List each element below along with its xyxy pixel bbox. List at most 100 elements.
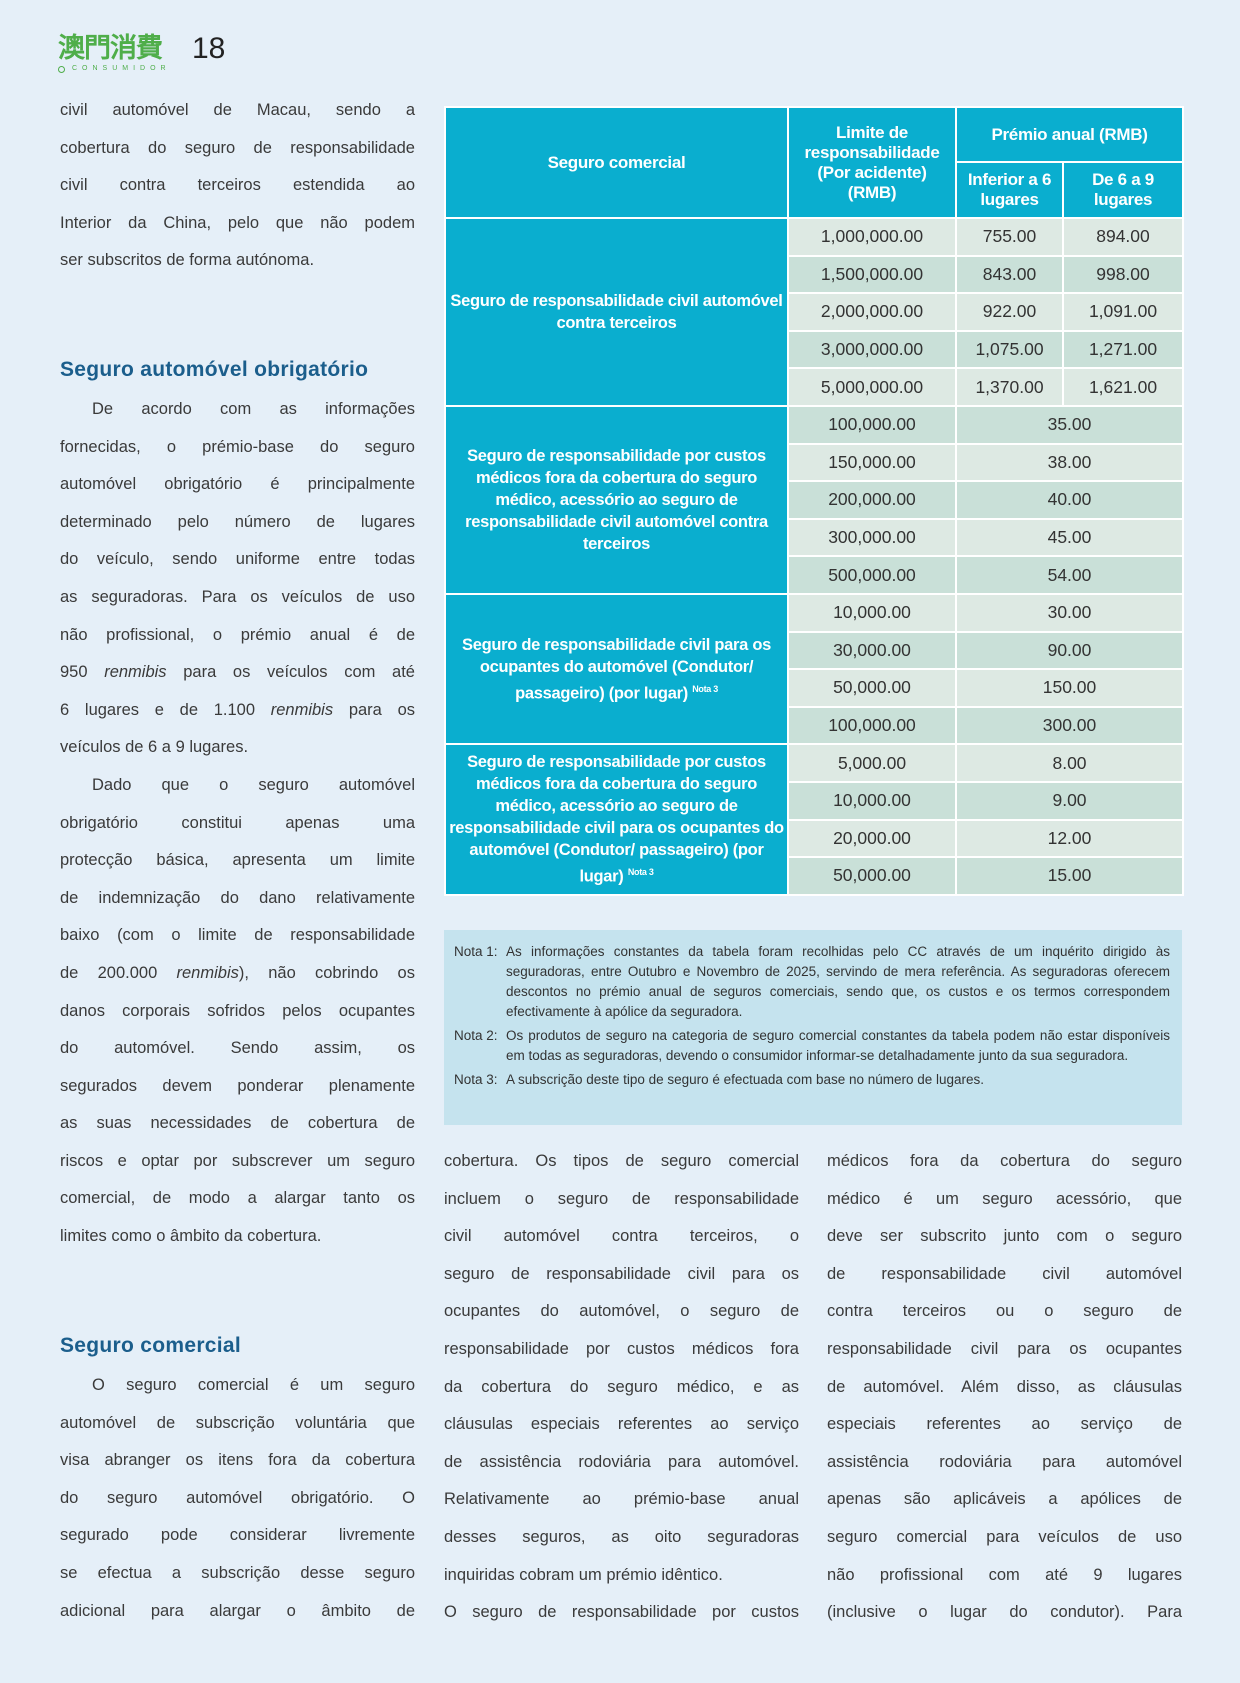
- text: para os veículos com até: [166, 663, 415, 682]
- premium-cell: 40.00: [955, 480, 1184, 520]
- text-line: Relativamente ao prémio-base anual: [444, 1490, 799, 1509]
- text-line: fornecidas, o prémio-base do seguro: [60, 437, 415, 456]
- text-line: cobertura. Os tipos de seguro comercial: [444, 1152, 799, 1170]
- premium-cell: 8.00: [955, 743, 1184, 783]
- premium-cell: 90.00: [955, 630, 1184, 671]
- text-line: automóvel obrigatório é principalmente: [60, 475, 415, 494]
- premium-cell: 15.00: [955, 856, 1184, 896]
- text-line: incluem o seguro de responsabilidade: [444, 1189, 799, 1208]
- text-line: adicional para alargar o âmbito de: [60, 1601, 415, 1620]
- liability-limit-cell: 20,000.00: [787, 818, 957, 859]
- note-item: Nota 1: As informações constantes da tabe…: [454, 942, 1170, 1022]
- text-line: comercial, de modo a alargar tanto os: [60, 1189, 415, 1208]
- liability-limit-cell: 10,000.00: [787, 780, 957, 821]
- table-row: 10,000.00 9.00: [445, 780, 1184, 821]
- header-liability-limit: Limite de responsabilidade (Por acidente…: [787, 106, 957, 219]
- liability-limit-cell: 5,000,000.00: [787, 367, 957, 407]
- premium-cell: 843.00: [955, 254, 1064, 295]
- note-label: Nota 2:: [454, 1028, 498, 1043]
- text-line: veículos de 6 a 9 lugares.: [60, 738, 249, 757]
- heading-mandatory-insurance: Seguro automóvel obrigatório: [60, 358, 369, 381]
- header-commercial-insurance: Seguro comercial: [444, 106, 789, 219]
- text-line: ser subscritos de forma autónoma.: [60, 251, 315, 270]
- text-line: as seguradoras. Para os veículos de uso: [60, 587, 415, 606]
- premium-cell: 998.00: [1062, 254, 1184, 295]
- premium-cell: 1,370.00: [955, 367, 1064, 407]
- italic-term: renmibis: [176, 963, 239, 982]
- premium-cell: 300.00: [955, 705, 1184, 746]
- table-row: 1,500,000.00 843.00 998.00: [445, 254, 1184, 295]
- liability-limit-cell: 2,000,000.00: [787, 292, 957, 332]
- text-line: limites como o âmbito da cobertura.: [60, 1227, 322, 1246]
- note-text: A subscrição deste tipo de seguro é efec…: [506, 1072, 985, 1087]
- liability-limit-cell: 50,000.00: [787, 856, 957, 896]
- text-line: automóvel de subscrição voluntária que: [60, 1413, 415, 1432]
- text-line: responsabilidade civil para os ocupantes: [827, 1339, 1182, 1358]
- liability-limit-cell: 5,000.00: [787, 743, 957, 783]
- premium-cell: 35.00: [955, 404, 1184, 445]
- table-row: Seguro de responsabilidade por custos mé…: [444, 743, 1184, 896]
- note-text: Os produtos de seguro na categoria de se…: [506, 1028, 1170, 1063]
- text-line: 950 renmibis para os veículos com até: [60, 654, 415, 692]
- text-line: de 200.000 renmibis), não cobrindo os: [60, 955, 415, 993]
- premium-cell: 894.00: [1062, 217, 1184, 257]
- premium-cell: 45.00: [955, 517, 1184, 558]
- insurance-type-cell: Seguro de responsabilidade por custos mé…: [444, 404, 789, 595]
- text: 950: [60, 663, 105, 682]
- text-line: assistência rodoviária para automóvel: [827, 1452, 1182, 1471]
- text-line: deve ser subscrito junto com o seguro: [827, 1227, 1182, 1246]
- table-row: Seguro de responsabilidade civil para os…: [444, 592, 1184, 746]
- page-number: 18: [192, 32, 226, 65]
- text-line: protecção básica, apresenta um limite: [60, 851, 415, 870]
- text-line: riscos e optar por subscrever um seguro: [60, 1151, 415, 1170]
- text-line: de automóvel. Além disso, as cláusulas: [827, 1377, 1182, 1396]
- text-line: segurado pode considerar livremente: [60, 1526, 415, 1545]
- logo-chinese: 澳門消費: [58, 33, 163, 64]
- table-row: 30,000.00 90.00: [445, 630, 1184, 671]
- text-line: de assistência rodoviária para automóvel…: [444, 1452, 799, 1471]
- text-line: responsabilidade por custos médicos fora: [444, 1339, 799, 1358]
- insurance-premium-table: Seguro comercial Limite de responsabilid…: [444, 106, 1184, 896]
- insurance-type-cell: Seguro de responsabilidade civil para os…: [444, 592, 789, 746]
- text-line: cobertura do seguro de responsabilidade: [60, 138, 415, 157]
- text: ), não cobrindo os: [238, 963, 415, 982]
- liability-limit-cell: 500,000.00: [787, 555, 957, 595]
- table-row: 50,000.00 150.00: [445, 668, 1184, 708]
- table-row: 150,000.00 38.00: [445, 442, 1184, 483]
- logo-latin: CONSUMIDOR: [58, 65, 171, 73]
- text-line: médicos fora da cobertura do seguro: [827, 1152, 1182, 1170]
- note-label: Nota 1:: [454, 944, 498, 959]
- premium-cell: 1,271.00: [1062, 329, 1184, 370]
- header-under-6-seats: Inferior a 6 lugares: [955, 161, 1064, 219]
- text-line: seguro de responsabilidade civil para os: [444, 1264, 799, 1283]
- text-line: inquiridas cobram um prémio idêntico.: [444, 1565, 723, 1584]
- italic-term: renmibis: [104, 663, 167, 682]
- text-line: danos corporais sofridos pelos ocupantes: [60, 1001, 415, 1020]
- note-label: Nota 3:: [454, 1072, 498, 1087]
- table-row: 2,000,000.00 922.00 1,091.00: [445, 292, 1184, 332]
- text-line: Interior da China, pelo que não podem: [60, 213, 415, 232]
- text-line: civil contra terceiros estendida ao: [60, 176, 415, 195]
- insurance-type-name: Seguro de responsabilidade por custos mé…: [449, 753, 784, 886]
- text-line: apenas são aplicáveis a apólices de: [827, 1490, 1182, 1509]
- text-line: ocupantes do automóvel, o seguro de: [444, 1302, 799, 1321]
- table-row: 3,000,000.00 1,075.00 1,271.00: [445, 329, 1184, 370]
- premium-cell: 54.00: [955, 555, 1184, 595]
- text-line: de responsabilidade civil automóvel: [827, 1264, 1182, 1283]
- text-line: do automóvel. Sendo assim, os: [60, 1039, 415, 1058]
- table-row: 500,000.00 54.00: [445, 555, 1184, 595]
- table-row: 300,000.00 45.00: [445, 517, 1184, 558]
- column1-mandatory-text: De acordo com as informações fornecidas, …: [60, 391, 415, 1256]
- text-line: O seguro comercial é um seguro: [92, 1376, 415, 1394]
- liability-limit-cell: 3,000,000.00: [787, 329, 957, 370]
- liability-limit-cell: 150,000.00: [787, 442, 957, 483]
- text-line: Dado que o seguro automóvel: [92, 775, 415, 794]
- liability-limit-cell: 30,000.00: [787, 630, 957, 671]
- text-line: segurados devem ponderar plenamente: [60, 1076, 415, 1095]
- table-row: 200,000.00 40.00: [445, 480, 1184, 520]
- premium-cell: 9.00: [955, 780, 1184, 821]
- premium-cell: 12.00: [955, 818, 1184, 859]
- text: 6 lugares e de 1.100: [60, 700, 271, 719]
- note-item: Nota 2: Os produtos de seguro na categori…: [454, 1026, 1170, 1066]
- liability-limit-cell: 200,000.00: [787, 480, 957, 520]
